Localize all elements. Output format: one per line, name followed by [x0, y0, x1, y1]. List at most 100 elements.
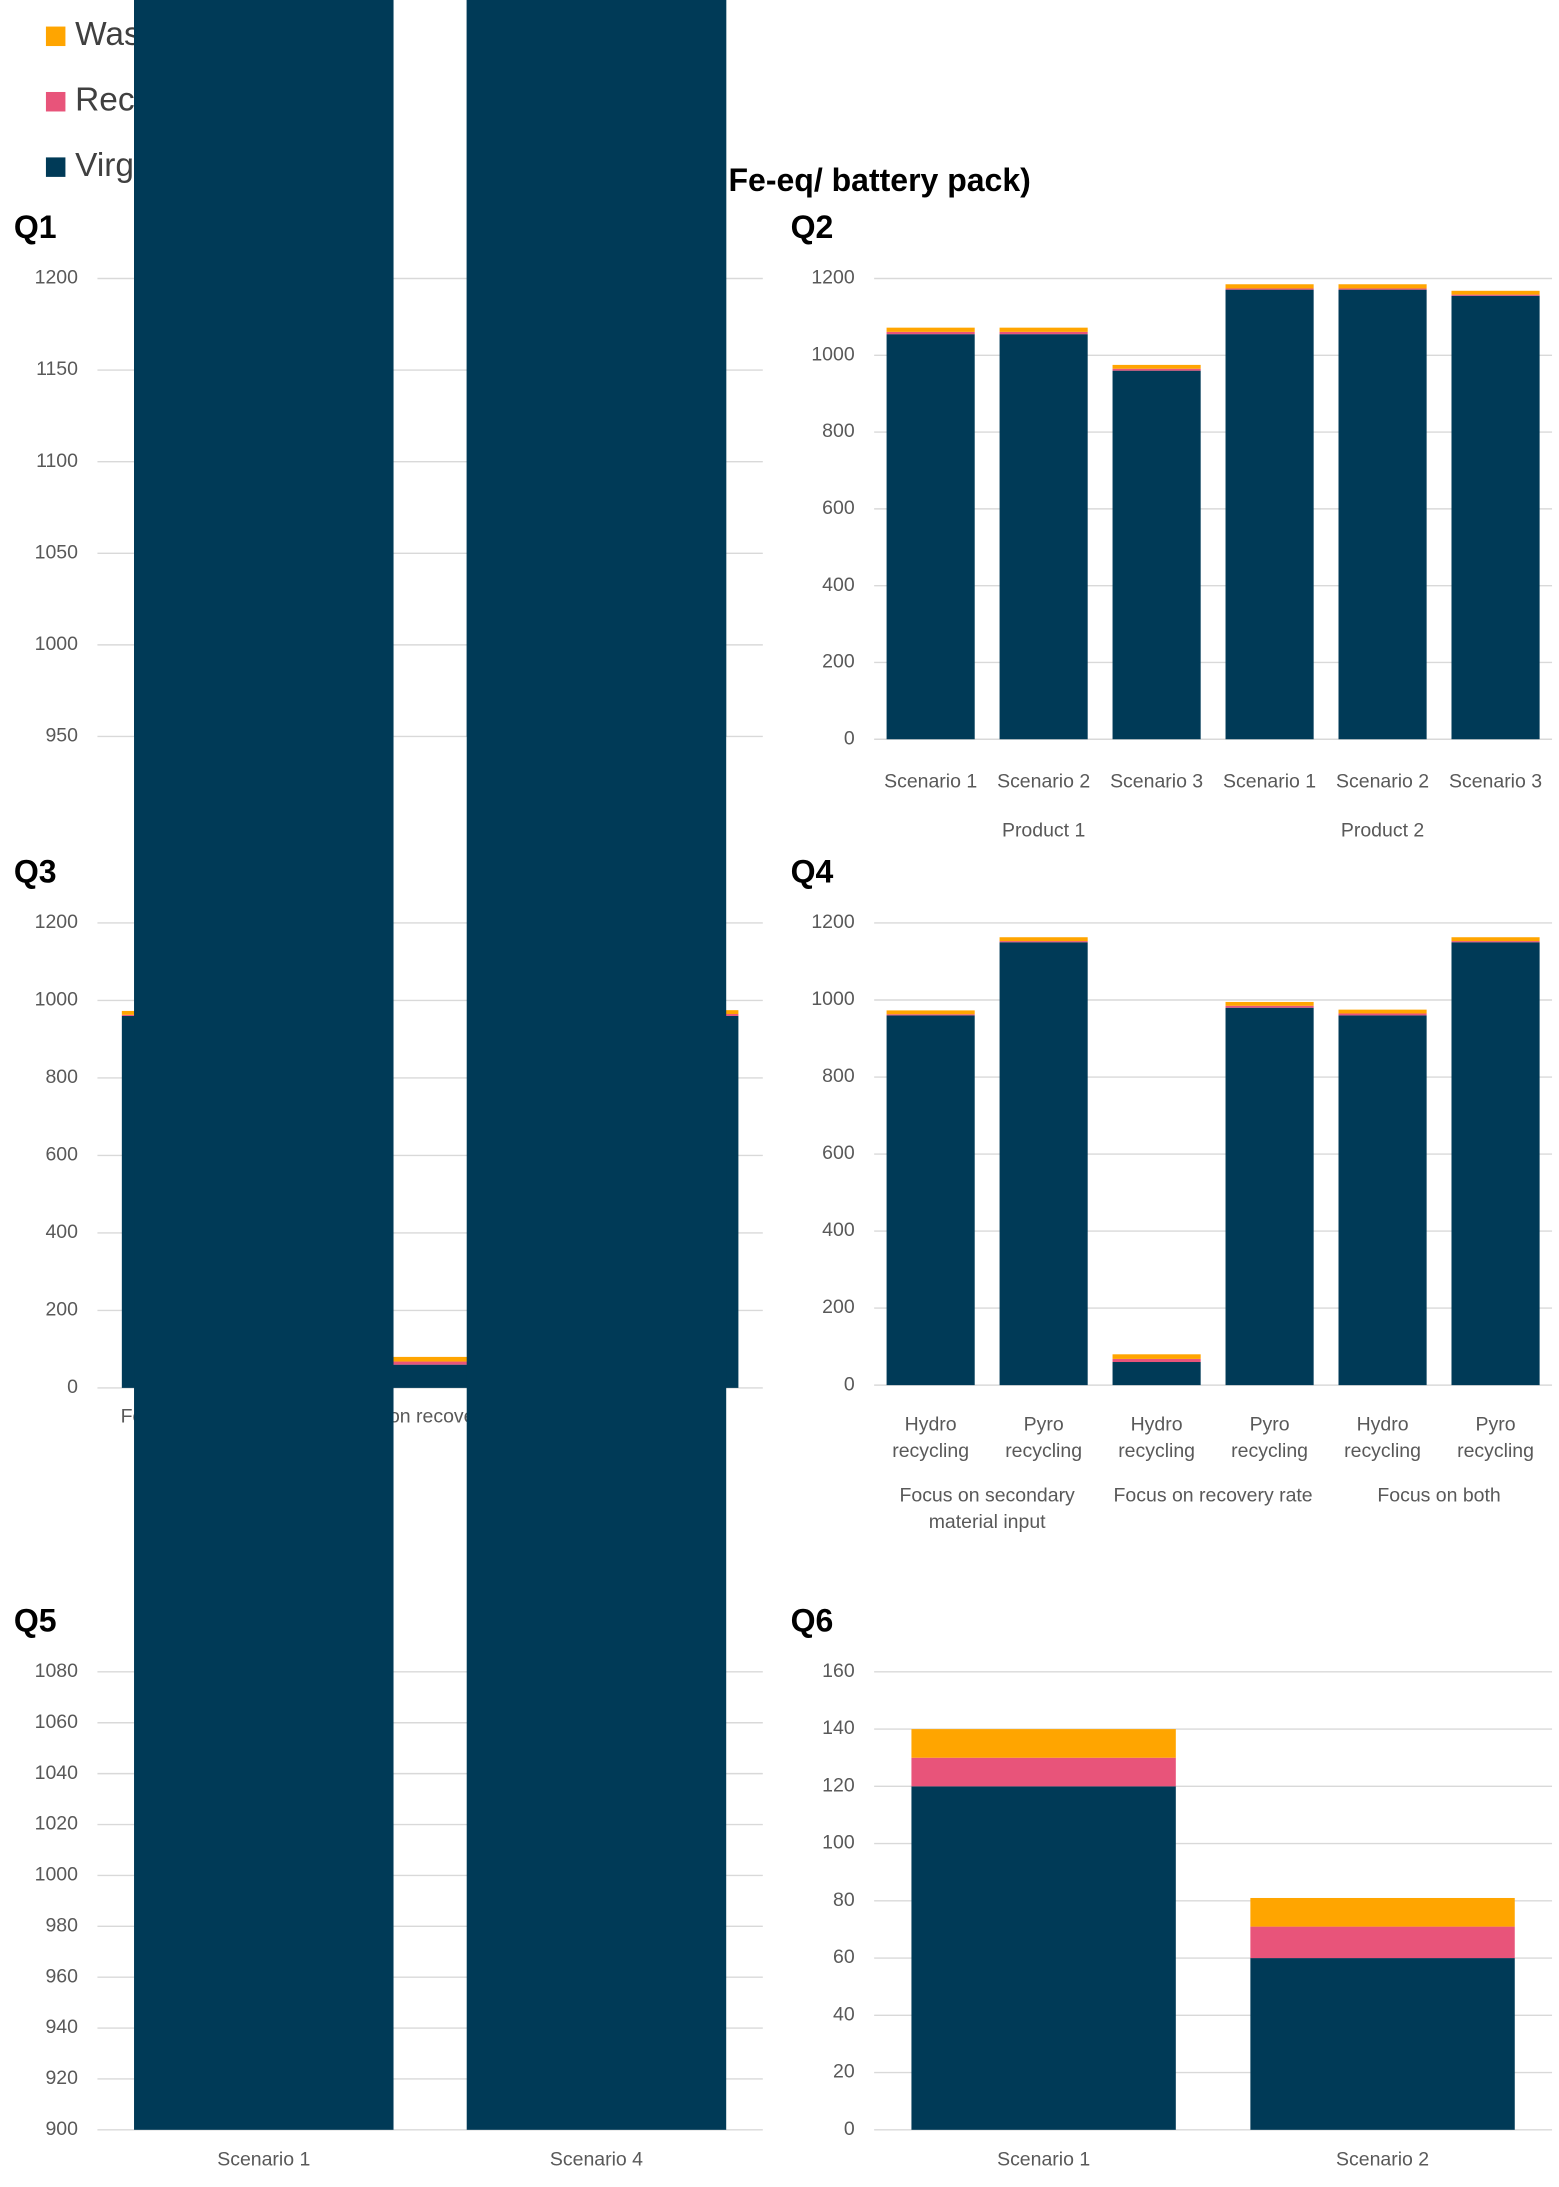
- x-tick-label: Pyro: [1476, 1414, 1516, 1436]
- y-tick-label: 140: [822, 1717, 855, 1739]
- y-tick-label: 1200: [811, 267, 854, 289]
- bar-segment: [1338, 284, 1427, 289]
- x-tick-label: Scenario 2: [997, 771, 1090, 793]
- y-tick-label: 120: [822, 1774, 855, 1796]
- bar-segment: [343, 1361, 517, 1365]
- y-tick-label: 1050: [35, 541, 78, 563]
- x-tick-label: Scenario 1: [884, 771, 977, 793]
- y-tick-label: 160: [822, 1660, 855, 1682]
- bar-segment: [466, 0, 727, 2130]
- legend-swatch: [45, 26, 66, 47]
- x-tick-label: Scenario 2: [1336, 2149, 1429, 2171]
- y-tick-label: 600: [822, 497, 855, 519]
- chart-title: Q4: [791, 854, 834, 890]
- bar-segment: [911, 1729, 1176, 1758]
- group-label: Product 2: [1341, 819, 1424, 841]
- group-label: Focus on recovery rate: [1114, 1485, 1313, 1507]
- x-tick-label: Scenario 2: [1336, 771, 1429, 793]
- y-tick-label: 980: [45, 1914, 78, 1936]
- x-tick-label: Hydro: [1131, 1414, 1183, 1436]
- x-tick-label: Scenario 4: [550, 2149, 643, 2171]
- bar-segment: [1451, 937, 1540, 942]
- bar-segment: [1225, 1005, 1314, 1008]
- bar-segment: [886, 1010, 975, 1015]
- bar-segment: [911, 1786, 1176, 2130]
- group-label: Focus on both: [1377, 1485, 1500, 1507]
- bar-segment: [1112, 370, 1201, 740]
- legend-swatch: [45, 157, 66, 177]
- y-tick-label: 1000: [35, 633, 78, 655]
- y-tick-label: 40: [833, 2003, 855, 2025]
- legend-swatch: [45, 91, 66, 112]
- y-tick-label: 400: [822, 1219, 855, 1241]
- y-tick-label: 400: [45, 1221, 78, 1243]
- group-label: Focus on secondary: [899, 1485, 1075, 1507]
- y-tick-label: 920: [45, 2067, 78, 2089]
- bar-segment: [1112, 1354, 1201, 1359]
- bar-segment: [343, 1356, 517, 1362]
- y-tick-label: 600: [822, 1142, 855, 1164]
- y-tick-label: 900: [45, 2118, 78, 2140]
- x-tick-label: Scenario 3: [1449, 771, 1542, 793]
- y-tick-label: 1000: [811, 988, 854, 1010]
- bar-segment: [1451, 295, 1540, 740]
- y-tick-label: 200: [822, 1296, 855, 1318]
- chart-title: Q6: [791, 1603, 834, 1639]
- x-tick-label: Scenario 1: [217, 2149, 310, 2171]
- bar-segment: [999, 327, 1088, 332]
- chart-title: Q2: [791, 209, 834, 245]
- y-tick-label: 960: [45, 1965, 78, 1987]
- bar-segment: [886, 327, 975, 332]
- x-tick-label: recycling: [892, 1440, 969, 1462]
- y-tick-label: 1040: [35, 1762, 78, 1784]
- y-tick-label: 800: [822, 420, 855, 442]
- group-label: material input: [929, 1511, 1046, 1533]
- y-tick-label: 1000: [35, 989, 78, 1011]
- x-tick-label: Hydro: [1357, 1414, 1409, 1436]
- bar-segment: [1250, 1958, 1515, 2130]
- chart-title: Q5: [14, 1603, 57, 1639]
- y-tick-label: 0: [67, 1376, 78, 1398]
- y-tick-label: 200: [822, 651, 855, 673]
- y-tick-label: 1080: [35, 1660, 78, 1682]
- bar-segment: [1451, 290, 1540, 295]
- bar-segment: [886, 334, 975, 740]
- y-tick-label: 1150: [36, 358, 78, 380]
- bar-segment: [911, 1757, 1176, 1787]
- group-label: Product 1: [1002, 819, 1085, 841]
- y-tick-label: 1000: [811, 343, 854, 365]
- y-tick-label: 1200: [35, 911, 78, 933]
- y-tick-label: 200: [45, 1299, 78, 1321]
- y-tick-label: 1100: [36, 450, 78, 472]
- bar-segment: [1250, 1897, 1515, 1927]
- bar-segment: [1338, 288, 1427, 290]
- bar-segment: [886, 1015, 975, 1386]
- bar-segment: [1112, 1358, 1201, 1363]
- y-tick-label: 600: [45, 1144, 78, 1166]
- bar-segment: [1225, 1007, 1314, 1386]
- bar-segment: [999, 937, 1088, 942]
- y-tick-label: 0: [844, 2118, 855, 2140]
- y-tick-label: 80: [833, 1889, 855, 1911]
- y-tick-label: 940: [45, 2016, 78, 2038]
- bar-segment: [999, 942, 1088, 1386]
- y-tick-label: 1000: [35, 1864, 78, 1886]
- y-tick-label: 100: [822, 1832, 855, 1854]
- bar-segment: [1225, 284, 1314, 289]
- bar-segment: [1112, 1362, 1201, 1386]
- x-tick-label: recycling: [1118, 1440, 1195, 1462]
- x-tick-label: Hydro: [905, 1414, 957, 1436]
- y-tick-label: 800: [822, 1065, 855, 1087]
- x-tick-label: recycling: [1457, 1440, 1534, 1462]
- bar-segment: [886, 331, 975, 335]
- y-tick-label: 800: [45, 1066, 78, 1088]
- bar-segment: [1338, 1013, 1427, 1016]
- bar-segment: [134, 0, 394, 2130]
- x-tick-label: Pyro: [1024, 1414, 1064, 1436]
- y-tick-label: 1200: [811, 911, 854, 933]
- bar-segment: [1250, 1926, 1515, 1959]
- x-tick-label: recycling: [1231, 1440, 1308, 1462]
- bar-segment: [1112, 368, 1201, 371]
- bar-segment: [1451, 294, 1540, 296]
